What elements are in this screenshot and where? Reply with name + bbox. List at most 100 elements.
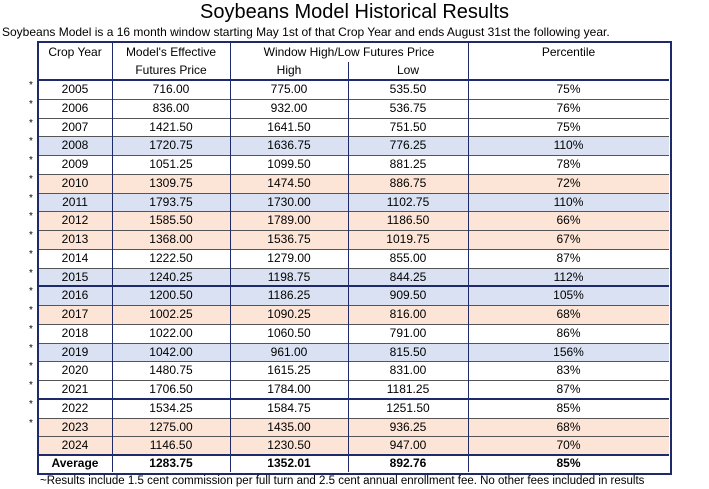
table-cell: 1534.25 xyxy=(149,400,193,415)
row-marker: * xyxy=(29,211,33,223)
table-cell: 836.00 xyxy=(152,100,190,115)
table-cell: 831.00 xyxy=(389,363,427,378)
row-line xyxy=(38,211,669,213)
row-shade xyxy=(38,342,669,362)
table-cell: 1198.75 xyxy=(267,269,311,284)
header-cell: Percentile xyxy=(541,45,596,59)
table-cell: 1474.50 xyxy=(267,175,311,190)
row-marker: * xyxy=(29,267,33,279)
table-cell: 87% xyxy=(556,250,581,265)
group-line xyxy=(38,285,669,288)
col-line xyxy=(468,42,469,472)
table-cell: 2020 xyxy=(61,363,89,378)
table-cell: 2016 xyxy=(61,288,89,303)
row-marker: * xyxy=(29,98,33,110)
group-line xyxy=(38,79,669,81)
row-line xyxy=(38,248,669,250)
table-cell: 1200.50 xyxy=(149,288,193,303)
table-cell: 1230.50 xyxy=(267,438,311,453)
row-line xyxy=(38,192,669,194)
table-cell: 1793.75 xyxy=(149,194,193,209)
table-cell: 1240.25 xyxy=(149,269,193,284)
table-cell: 775.00 xyxy=(270,82,308,96)
table-cell: 1051.25 xyxy=(149,157,193,171)
row-line xyxy=(38,267,669,269)
footnote: ~Results include 1.5 cent commission per… xyxy=(40,475,645,487)
table-cell: 86% xyxy=(556,325,581,340)
table-cell: 1309.75 xyxy=(149,175,193,190)
table-cell: 1584.75 xyxy=(267,400,311,415)
table-cell: 716.00 xyxy=(152,82,190,96)
table-cell: 816.00 xyxy=(389,307,427,321)
table-cell: 83% xyxy=(556,363,581,378)
row-shade xyxy=(38,436,669,455)
row-marker: * xyxy=(29,286,33,298)
table-cell: 1421.50 xyxy=(149,119,193,134)
table-cell: 1002.25 xyxy=(149,307,193,321)
row-marker: * xyxy=(29,342,33,354)
table-cell: 1789.00 xyxy=(267,213,311,228)
table-cell: 855.00 xyxy=(389,250,427,265)
table-cell: 1019.75 xyxy=(386,232,430,246)
table-cell: 1641.50 xyxy=(267,119,311,134)
table-cell: 2021 xyxy=(61,382,89,396)
table-cell: 751.50 xyxy=(389,119,427,134)
header-cell: Crop Year xyxy=(48,45,102,59)
table-cell: 776.25 xyxy=(389,138,427,153)
table-cell: 78% xyxy=(556,157,581,171)
table-cell: 844.25 xyxy=(389,269,427,284)
col-line xyxy=(348,62,349,472)
group-line xyxy=(38,454,669,456)
table-cell: 112% xyxy=(553,269,584,284)
row-shade xyxy=(38,136,669,155)
row-line xyxy=(38,361,669,363)
table-cell: 2005 xyxy=(61,82,89,96)
row-shade xyxy=(38,192,669,212)
row-shade xyxy=(38,417,669,437)
table-cell: 110% xyxy=(553,194,584,209)
subtitle: Soybeans Model is a 16 month window star… xyxy=(2,25,610,39)
table-cell: 2011 xyxy=(62,194,88,209)
table-cell: 2015 xyxy=(61,269,89,284)
table-cell: 815.50 xyxy=(389,344,427,359)
row-marker: * xyxy=(29,230,33,241)
row-marker: * xyxy=(29,117,33,129)
table-cell: 1146.50 xyxy=(149,438,193,453)
row-marker: * xyxy=(29,417,33,429)
table-cell: 2019 xyxy=(61,344,89,359)
header-cell: Futures Price xyxy=(135,63,207,77)
row-marker: * xyxy=(29,192,33,204)
col-line xyxy=(230,42,231,472)
table-cell: 932.00 xyxy=(270,100,308,115)
row-marker: * xyxy=(29,361,33,373)
row-marker: * xyxy=(29,136,33,148)
table-cell: 1181.25 xyxy=(386,382,430,396)
row-marker: * xyxy=(29,398,33,410)
table-cell: 2018 xyxy=(61,325,89,340)
table-cell: 2013 xyxy=(61,232,89,246)
border xyxy=(37,41,672,475)
row-line xyxy=(38,230,669,231)
table-cell: 2008 xyxy=(61,138,89,153)
table-cell: 1720.75 xyxy=(149,138,193,153)
header-cell: Low xyxy=(396,63,419,77)
row-shade xyxy=(38,211,669,230)
group-line xyxy=(38,397,669,400)
table-cell: 2017 xyxy=(61,307,89,321)
col-line xyxy=(112,42,113,472)
table-cell: 110% xyxy=(553,138,584,153)
table-cell: 2009 xyxy=(61,157,89,171)
table-cell: 1022.00 xyxy=(149,325,193,340)
row-line xyxy=(38,323,669,325)
average-cell: 1352.01 xyxy=(267,456,311,470)
table-cell: 947.00 xyxy=(389,438,427,453)
header-cell: Window High/Low Futures Price xyxy=(263,45,435,59)
row-marker: * xyxy=(29,323,33,335)
table-cell: 1368.00 xyxy=(149,232,193,246)
table-cell: 105% xyxy=(553,288,584,303)
table-cell: 936.25 xyxy=(389,419,427,434)
row-line xyxy=(38,305,669,306)
table-cell: 1275.00 xyxy=(149,419,193,434)
table-cell: 791.00 xyxy=(389,325,427,340)
title: Soybeans Model Historical Results xyxy=(199,1,510,23)
